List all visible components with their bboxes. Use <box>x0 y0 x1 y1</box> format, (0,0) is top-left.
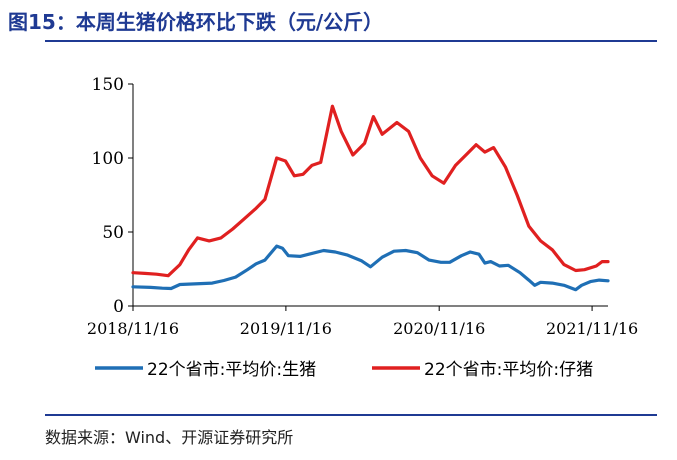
legend-label-2: 22个省市:平均价:仔猪 <box>424 360 593 380</box>
y-tick-label: 150 <box>92 75 124 95</box>
x-tick-label: 2019/11/16 <box>240 319 332 338</box>
title-rule <box>45 40 657 42</box>
series-line-1 <box>131 244 610 292</box>
y-tick-label: 100 <box>92 149 124 169</box>
source-rule <box>45 414 657 416</box>
legend-label-1: 22个省市:平均价:生猪 <box>147 360 316 380</box>
x-tick-label: 2021/11/16 <box>546 319 638 338</box>
y-tick-label: 50 <box>102 223 124 243</box>
x-tick-label: 2020/11/16 <box>393 319 485 338</box>
series-line-2 <box>131 104 610 278</box>
x-tick-label: 2018/11/16 <box>87 319 179 338</box>
figure-title: 图15：本周生猪价格环比下跌（元/公斤） <box>8 10 384 34</box>
y-tick-label: 0 <box>113 297 124 317</box>
source-note: 数据来源：Wind、开源证券研究所 <box>45 428 294 447</box>
